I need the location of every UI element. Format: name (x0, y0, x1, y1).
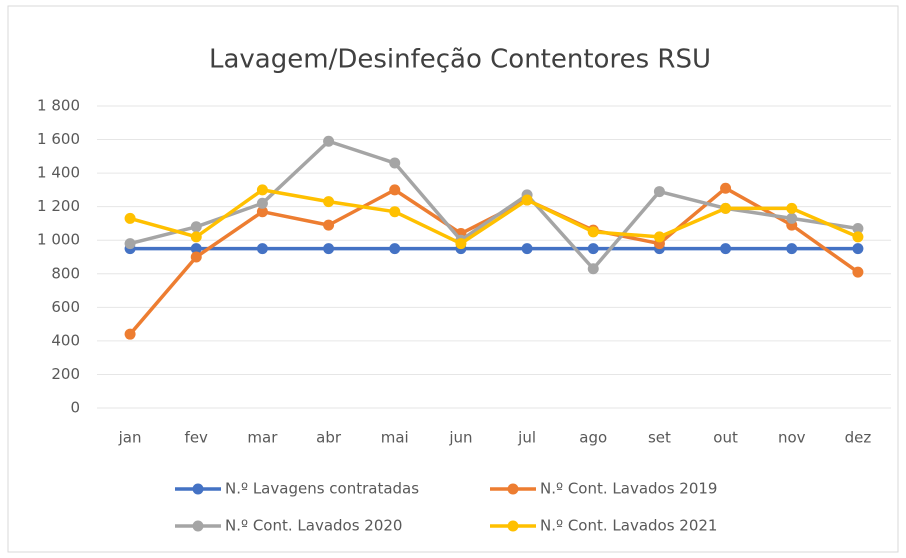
legend-label: N.º Lavagens contratadas (225, 480, 419, 498)
series-line (129, 188, 859, 246)
data-point (852, 243, 864, 255)
y-tick-label: 800 (51, 264, 80, 282)
data-point (389, 243, 401, 255)
data-point (323, 196, 335, 208)
x-tick-label: jul (517, 429, 536, 447)
data-point (786, 243, 798, 255)
data-point (190, 221, 202, 233)
data-point (786, 212, 798, 224)
x-tick-label: fev (185, 429, 209, 447)
data-point (389, 206, 401, 218)
data-point (587, 226, 599, 238)
data-point (852, 231, 864, 243)
legend-label: N.º Cont. Lavados 2019 (540, 480, 717, 498)
data-point (389, 157, 401, 169)
data-point (256, 243, 268, 255)
data-point (720, 182, 732, 194)
data-point (256, 197, 268, 209)
x-tick-label: nov (778, 429, 806, 447)
x-tick-label: mar (247, 429, 278, 447)
y-tick-label: 600 (51, 298, 80, 316)
data-point (323, 219, 335, 231)
x-tick-label: mai (381, 429, 409, 447)
data-point (256, 206, 268, 218)
data-point (389, 184, 401, 196)
y-tick-label: 1 000 (37, 231, 80, 249)
data-point (786, 202, 798, 214)
x-tick-label: ago (579, 429, 607, 447)
data-point (323, 135, 335, 147)
data-point (256, 184, 268, 196)
data-point (587, 243, 599, 255)
data-point (852, 266, 864, 278)
data-point (190, 231, 202, 243)
data-point (521, 194, 533, 206)
chart-frame (7, 5, 899, 553)
legend-marker (507, 483, 519, 495)
y-tick-label: 0 (70, 399, 80, 417)
x-tick-label: set (648, 429, 671, 447)
y-tick-label: 400 (51, 331, 80, 349)
data-point (124, 328, 136, 340)
data-point (720, 243, 732, 255)
data-point (455, 238, 467, 250)
legend-marker (507, 520, 519, 532)
data-point (124, 212, 136, 224)
data-point (852, 222, 864, 234)
y-tick-label: 1 600 (37, 130, 80, 148)
x-tick-label: out (713, 429, 738, 447)
y-tick-label: 1 400 (37, 164, 80, 182)
x-tick-label: dez (845, 429, 872, 447)
data-point (190, 243, 202, 255)
legend-label: N.º Cont. Lavados 2020 (225, 517, 402, 535)
data-point (323, 243, 335, 255)
data-point (190, 251, 202, 263)
x-tick-label: abr (316, 429, 342, 447)
legend-marker (192, 483, 204, 495)
y-tick-label: 1 200 (37, 197, 80, 215)
x-tick-label: jun (448, 429, 472, 447)
y-tick-label: 1 800 (37, 97, 80, 115)
x-tick-label: jan (118, 429, 142, 447)
legend-label: N.º Cont. Lavados 2021 (540, 517, 717, 535)
data-point (653, 231, 665, 243)
data-point (521, 243, 533, 255)
data-point (720, 202, 732, 214)
legend-marker (192, 520, 204, 532)
data-point (653, 186, 665, 198)
y-tick-label: 200 (51, 365, 80, 383)
data-point (587, 263, 599, 275)
chart-title: Lavagem/Desinfeção Contentores RSU (209, 45, 711, 75)
data-point (124, 238, 136, 250)
